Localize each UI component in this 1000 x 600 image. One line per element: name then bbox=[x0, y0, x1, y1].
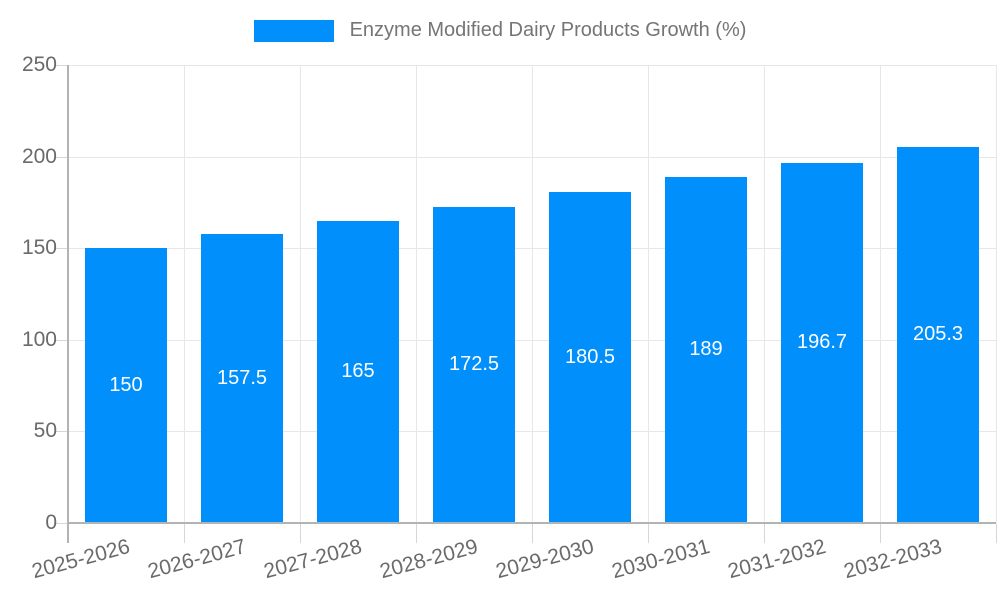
x-gridline bbox=[184, 65, 185, 523]
bar-value-label: 157.5 bbox=[216, 367, 268, 390]
bar: 165 bbox=[317, 220, 399, 523]
bar-value-label: 205.3 bbox=[912, 323, 964, 346]
bar: 196.7 bbox=[781, 162, 863, 523]
bar: 180.5 bbox=[549, 192, 631, 523]
legend-swatch bbox=[253, 19, 334, 42]
y-axis-tick bbox=[55, 248, 68, 250]
legend-label: Enzyme Modified Dairy Products Growth (%… bbox=[349, 19, 747, 41]
x-axis-line bbox=[68, 522, 996, 524]
x-axis-tick bbox=[648, 524, 649, 543]
x-gridline bbox=[764, 65, 765, 523]
bar: 150 bbox=[85, 248, 167, 523]
x-axis-tick bbox=[880, 524, 881, 543]
x-gridline bbox=[300, 65, 301, 523]
x-tick-label: 2027-2028 bbox=[260, 535, 364, 584]
x-tick-label: 2030-2031 bbox=[608, 535, 712, 584]
y-axis-line bbox=[67, 65, 69, 543]
legend-item[interactable]: Enzyme Modified Dairy Products Growth (%… bbox=[0, 19, 1000, 42]
y-tick-label: 100 bbox=[21, 327, 57, 351]
x-axis-tick bbox=[764, 524, 765, 543]
y-tick-label: 50 bbox=[33, 419, 57, 443]
x-axis-tick bbox=[416, 524, 417, 543]
bar-value-label: 165 bbox=[341, 360, 375, 383]
bar: 157.5 bbox=[201, 234, 283, 523]
bar-value-label: 196.7 bbox=[796, 331, 848, 354]
x-gridline bbox=[416, 65, 417, 523]
y-axis-tick bbox=[55, 65, 68, 66]
bar-value-label: 150 bbox=[109, 374, 143, 397]
y-tick-label: 0 bbox=[45, 511, 57, 534]
bar-value-label: 172.5 bbox=[448, 353, 500, 376]
x-tick-label: 2031-2032 bbox=[724, 535, 828, 584]
x-gridline bbox=[532, 65, 533, 523]
y-axis-tick bbox=[55, 431, 68, 433]
x-tick-label: 2028-2029 bbox=[376, 535, 480, 584]
x-tick-label: 2026-2027 bbox=[144, 535, 248, 584]
x-tick-label: 2029-2030 bbox=[492, 535, 596, 584]
y-axis-tick bbox=[55, 156, 68, 158]
y-tick-label: 150 bbox=[21, 236, 57, 260]
y-axis-tick bbox=[55, 339, 68, 341]
bar: 189 bbox=[665, 176, 747, 523]
x-gridline bbox=[996, 65, 997, 523]
bar-value-label: 189 bbox=[689, 338, 723, 361]
bar: 205.3 bbox=[897, 146, 979, 523]
x-tick-label: 2032-2033 bbox=[840, 535, 944, 584]
x-gridline bbox=[648, 65, 649, 523]
y-tick-label: 200 bbox=[21, 144, 57, 168]
x-tick-label: 2025-2026 bbox=[28, 535, 132, 584]
x-axis-tick bbox=[532, 524, 533, 543]
x-axis-tick bbox=[300, 524, 301, 543]
x-gridline bbox=[880, 65, 881, 523]
bar: 172.5 bbox=[433, 206, 515, 523]
x-axis-tick bbox=[996, 524, 997, 543]
y-axis-tick bbox=[55, 523, 68, 524]
x-axis-tick bbox=[184, 524, 185, 543]
y-tick-label: 250 bbox=[21, 53, 57, 76]
bar-value-label: 180.5 bbox=[564, 346, 616, 369]
